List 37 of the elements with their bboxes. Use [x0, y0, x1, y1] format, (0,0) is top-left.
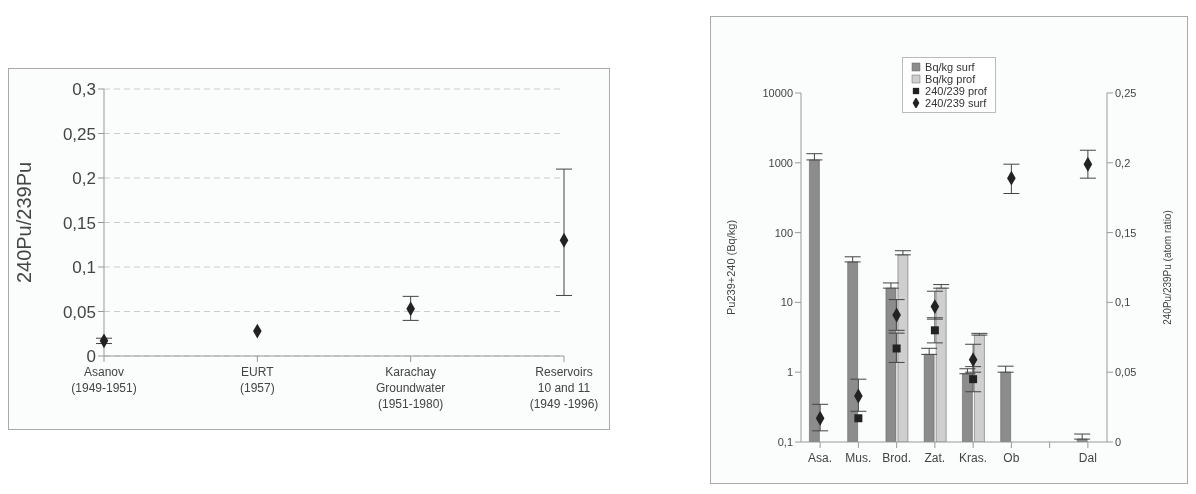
y-tick-label: 0 [86, 347, 96, 367]
y-tick-label: 0,2 [72, 169, 96, 189]
y-tick-label: 0,15 [62, 213, 96, 233]
y-tick-label: 0,1 [777, 435, 793, 448]
x-tick-label: Asanov (1949-1951) [71, 365, 137, 395]
legend-label: Bq/kg prof [925, 73, 976, 85]
y-tick-label: 10000 [762, 86, 793, 99]
y2-axis-title: 240Pu/239Pu (atom ratio) [1161, 210, 1173, 325]
x-tick-label: Ob [1003, 451, 1020, 465]
y-tick-label: 1 [786, 366, 793, 379]
y-axis-title: Pu239+240 (Bq/kg) [724, 219, 737, 316]
y-tick-label: 0,25 [62, 124, 96, 144]
y-tick-label: 10 [780, 296, 793, 309]
legend-label: Bq/kg surf [925, 61, 975, 73]
x-tick-label: Brod. [882, 451, 911, 465]
y2-tick-label: 0 [1115, 435, 1122, 448]
x-tick-label: Kras. [959, 451, 988, 465]
y2-tick-label: 0,05 [1115, 366, 1137, 379]
y-tick-label: 100 [774, 226, 793, 239]
y-tick-label: 0,05 [62, 302, 96, 322]
x-tick-label: Zat. [924, 451, 946, 465]
x-tick-label: Mus. [845, 451, 872, 465]
x-tick-label: Asa. [808, 451, 833, 465]
y2-tick-label: 0,15 [1115, 226, 1137, 239]
x-tick-label: Reservoirs 10 and 11 (1949 -1996) [529, 365, 599, 411]
y2-tick-label: 0,1 [1115, 296, 1131, 309]
legend-label: 240/239 prof [925, 85, 987, 97]
y-tick-label: 0,3 [72, 80, 96, 100]
x-tick-label: Karachay Groundwater (1951-1980) [375, 365, 446, 411]
x-tick-label: EURT (1957) [239, 365, 275, 395]
y2-tick-label: 0,2 [1115, 156, 1131, 169]
y-tick-label: 0,1 [72, 258, 96, 278]
x-tick-label: Dal [1078, 451, 1097, 465]
y-tick-label: 1000 [768, 156, 793, 169]
legend-label: 240/239 surf [925, 97, 987, 109]
y2-tick-label: 0,25 [1115, 86, 1137, 99]
y-axis-title: 240Pu/239Pu [13, 161, 36, 284]
